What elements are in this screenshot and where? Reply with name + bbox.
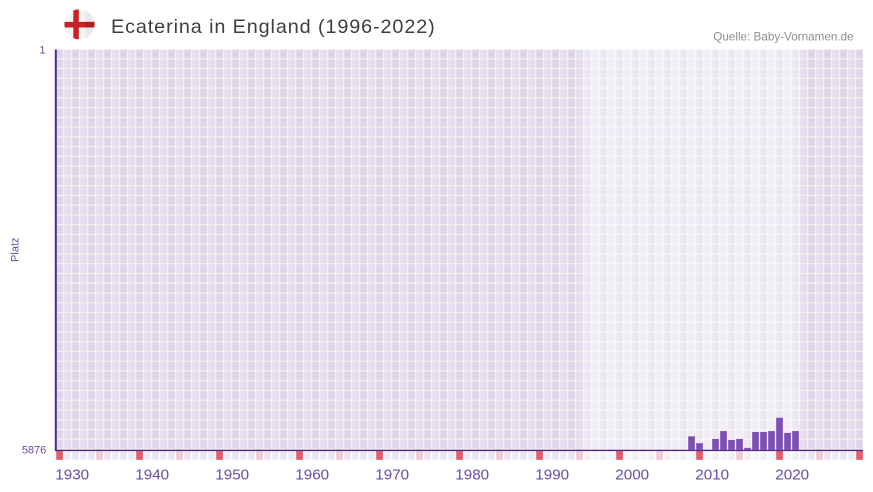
svg-text:Ecaterina in England (1996-202: Ecaterina in England (1996-2022) xyxy=(111,16,436,38)
svg-text:1950: 1950 xyxy=(215,467,249,484)
svg-text:1970: 1970 xyxy=(375,467,409,484)
svg-text:2010: 2010 xyxy=(695,467,729,484)
svg-text:5876: 5876 xyxy=(22,445,46,457)
svg-text:1: 1 xyxy=(39,44,45,56)
svg-text:1980: 1980 xyxy=(455,467,489,484)
svg-text:2000: 2000 xyxy=(615,467,649,484)
svg-text:1960: 1960 xyxy=(295,467,329,484)
svg-text:Platz: Platz xyxy=(9,237,21,261)
svg-text:1990: 1990 xyxy=(535,467,569,484)
svg-text:1930: 1930 xyxy=(55,467,89,484)
svg-text:Quelle: Baby-Vornamen.de: Quelle: Baby-Vornamen.de xyxy=(713,30,853,43)
svg-text:2020: 2020 xyxy=(775,467,809,484)
svg-text:1940: 1940 xyxy=(135,467,169,484)
